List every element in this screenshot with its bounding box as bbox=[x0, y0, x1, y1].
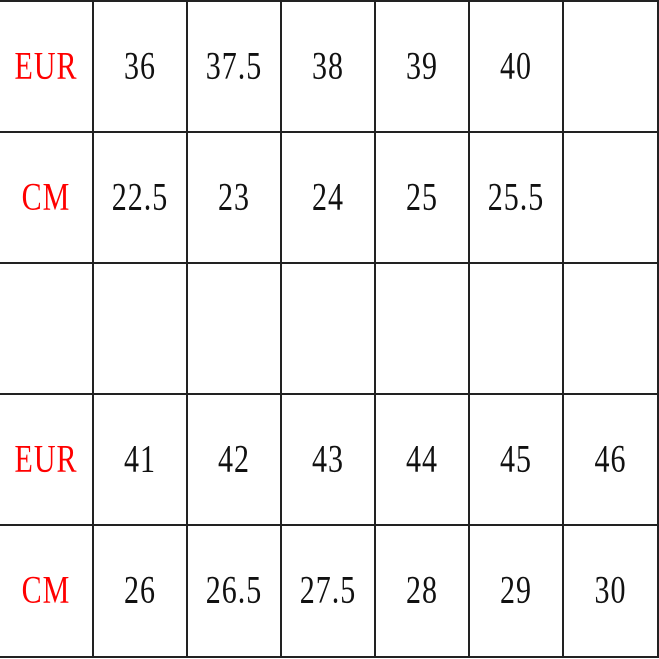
size-cell: 24 bbox=[282, 133, 376, 262]
table-row: CM 22.5 23 24 25 25.5 bbox=[0, 133, 659, 264]
size-cell: 40 bbox=[470, 2, 564, 131]
size-cell bbox=[564, 264, 659, 393]
size-value: 28 bbox=[406, 568, 438, 612]
size-cell: 45 bbox=[470, 395, 564, 524]
row-label-cell bbox=[0, 264, 94, 393]
size-value: 37.5 bbox=[205, 44, 263, 88]
size-cell: 26.5 bbox=[188, 526, 282, 656]
size-value: 42 bbox=[218, 437, 250, 481]
size-cell: 23 bbox=[188, 133, 282, 262]
row-label: CM bbox=[21, 568, 71, 612]
size-value: 45 bbox=[500, 437, 532, 481]
size-cell bbox=[470, 264, 564, 393]
table-row bbox=[0, 264, 659, 395]
row-label-cell: EUR bbox=[0, 2, 94, 131]
size-value: 38 bbox=[312, 44, 344, 88]
size-value: 26.5 bbox=[205, 568, 263, 612]
table-row: EUR 41 42 43 44 45 46 bbox=[0, 395, 659, 526]
size-value: 30 bbox=[594, 568, 627, 612]
size-cell: 29 bbox=[470, 526, 564, 656]
size-value: 36 bbox=[124, 44, 156, 88]
size-cell: 42 bbox=[188, 395, 282, 524]
size-cell bbox=[94, 264, 188, 393]
size-cell bbox=[188, 264, 282, 393]
row-label-cell: CM bbox=[0, 526, 94, 656]
size-value: 29 bbox=[500, 568, 532, 612]
row-label: EUR bbox=[14, 437, 78, 481]
size-value: 41 bbox=[124, 437, 156, 481]
size-cell: 38 bbox=[282, 2, 376, 131]
size-value: 27.5 bbox=[299, 568, 357, 612]
size-cell: 46 bbox=[564, 395, 659, 524]
size-value: 39 bbox=[406, 44, 438, 88]
row-label: CM bbox=[21, 175, 71, 219]
size-cell bbox=[564, 2, 659, 131]
size-value: 24 bbox=[312, 175, 344, 219]
size-cell: 27.5 bbox=[282, 526, 376, 656]
row-label: EUR bbox=[14, 44, 78, 88]
size-cell: 25.5 bbox=[470, 133, 564, 262]
table-row: EUR 36 37.5 38 39 40 bbox=[0, 0, 659, 133]
size-value: 23 bbox=[218, 175, 250, 219]
size-cell bbox=[282, 264, 376, 393]
size-cell bbox=[564, 133, 659, 262]
size-cell: 37.5 bbox=[188, 2, 282, 131]
row-label-cell: EUR bbox=[0, 395, 94, 524]
size-cell: 41 bbox=[94, 395, 188, 524]
size-value: 46 bbox=[594, 437, 627, 481]
size-cell: 28 bbox=[376, 526, 470, 656]
size-value: 43 bbox=[312, 437, 344, 481]
size-cell: 26 bbox=[94, 526, 188, 656]
size-cell: 36 bbox=[94, 2, 188, 131]
size-cell bbox=[376, 264, 470, 393]
size-cell: 44 bbox=[376, 395, 470, 524]
size-value: 44 bbox=[406, 437, 438, 481]
size-value: 22.5 bbox=[111, 175, 169, 219]
size-value: 25.5 bbox=[487, 175, 545, 219]
size-value: 26 bbox=[124, 568, 156, 612]
size-value: 25 bbox=[406, 175, 438, 219]
size-cell: 43 bbox=[282, 395, 376, 524]
size-cell: 30 bbox=[564, 526, 659, 656]
size-cell: 39 bbox=[376, 2, 470, 131]
row-label-cell: CM bbox=[0, 133, 94, 262]
size-cell: 22.5 bbox=[94, 133, 188, 262]
size-cell: 25 bbox=[376, 133, 470, 262]
table-row: CM 26 26.5 27.5 28 29 30 bbox=[0, 526, 659, 658]
size-value: 40 bbox=[500, 44, 532, 88]
